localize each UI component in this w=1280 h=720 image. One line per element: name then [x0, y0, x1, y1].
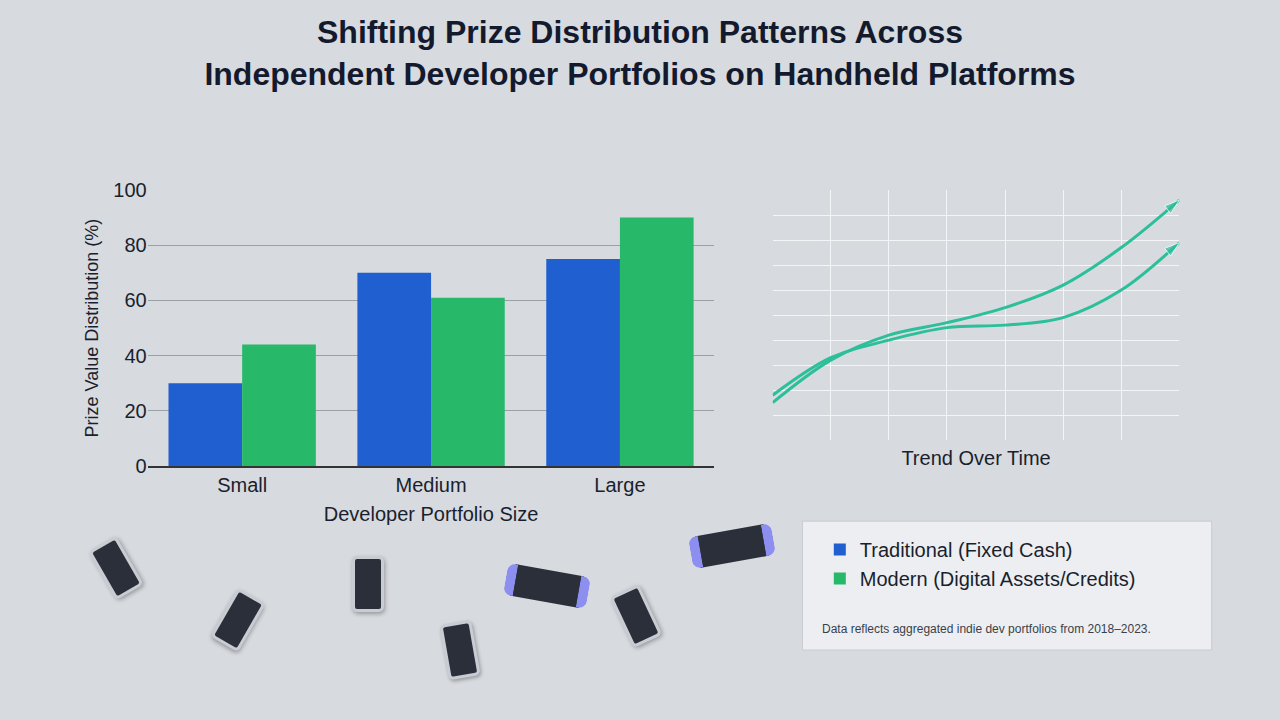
svg-text:20: 20: [124, 400, 146, 422]
svg-text:100: 100: [113, 179, 146, 201]
svg-text:0: 0: [136, 455, 147, 477]
svg-text:Prize Value Distribution (%): Prize Value Distribution (%): [82, 219, 102, 438]
svg-text:Traditional (Fixed Cash): Traditional (Fixed Cash): [860, 539, 1073, 561]
svg-text:Trend Over Time: Trend Over Time: [901, 447, 1050, 469]
svg-text:60: 60: [124, 289, 146, 311]
svg-text:Small: Small: [217, 474, 267, 496]
svg-text:Medium: Medium: [395, 474, 466, 496]
svg-text:Shifting Prize Distribution Pa: Shifting Prize Distribution Patterns Acr…: [204, 14, 1075, 92]
svg-text:Modern (Digital Assets/Credits: Modern (Digital Assets/Credits): [860, 568, 1136, 590]
svg-text:Large: Large: [594, 474, 645, 496]
svg-text:Developer Portfolio Size: Developer Portfolio Size: [324, 503, 539, 525]
svg-text:80: 80: [124, 234, 146, 256]
svg-text:40: 40: [124, 345, 146, 367]
svg-text:Data reflects aggregated indie: Data reflects aggregated indie dev portf…: [822, 622, 1151, 636]
